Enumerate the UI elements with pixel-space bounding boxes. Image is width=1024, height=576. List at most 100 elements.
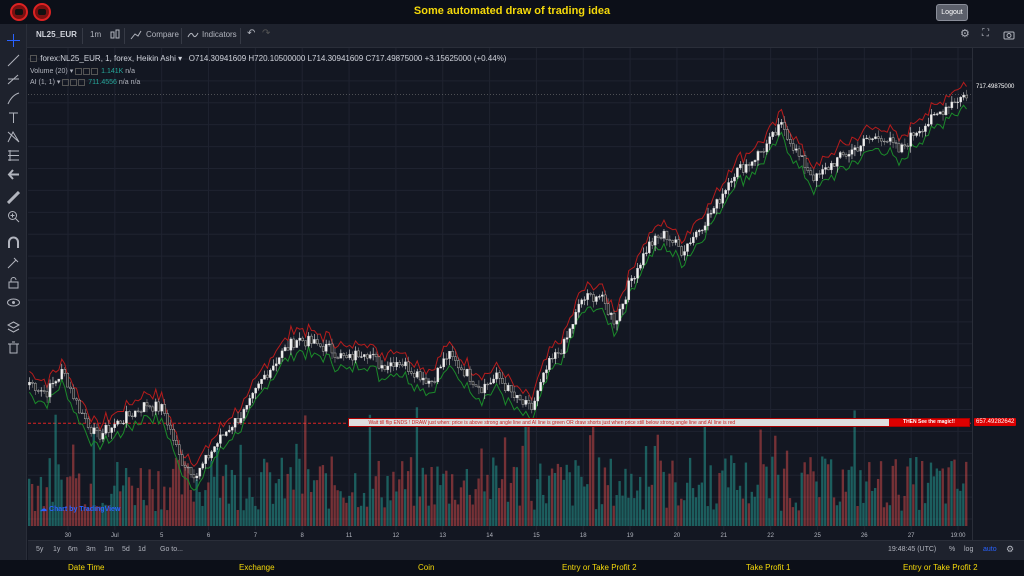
eye-icon[interactable]: [62, 78, 70, 86]
range-5d[interactable]: 5d: [122, 546, 130, 553]
volume-bar: [659, 460, 662, 526]
candle-body: [724, 190, 727, 195]
candle-body: [897, 143, 901, 153]
log-toggle[interactable]: log: [964, 546, 974, 553]
volume-bar: [915, 457, 918, 526]
gear-icon[interactable]: ⚙: [960, 28, 970, 40]
logo-icon: [10, 3, 28, 21]
volume-bar: [918, 509, 921, 526]
crosshair-icon[interactable]: [7, 34, 20, 47]
settings-icon[interactable]: [70, 78, 78, 86]
lock-icon[interactable]: [7, 276, 20, 289]
volume-bar: [683, 500, 686, 526]
volume-bar: [189, 489, 192, 526]
brush-icon[interactable]: [7, 92, 20, 105]
pattern-icon[interactable]: [7, 130, 20, 143]
range-1m[interactable]: 1m: [104, 546, 114, 553]
volume-bar: [832, 497, 836, 526]
eye-icon[interactable]: [7, 296, 20, 309]
tradingview-logo[interactable]: ☁ Chart by TradingView: [40, 506, 121, 513]
volume-bar: [500, 479, 504, 526]
trash-icon[interactable]: [7, 341, 20, 354]
volume-bar: [559, 467, 563, 526]
volume-bar: [286, 473, 289, 526]
volume-bar: [876, 478, 880, 526]
volume-bar: [430, 467, 433, 526]
goto-button[interactable]: Go to...: [160, 546, 183, 553]
volume-bar: [462, 480, 466, 526]
range-5y[interactable]: 5y: [36, 546, 44, 553]
candle-body: [703, 225, 707, 231]
range-6m[interactable]: 6m: [68, 546, 78, 553]
fullscreen-icon[interactable]: ⛶: [982, 28, 989, 39]
candle-body: [824, 167, 827, 170]
lock-drawings-icon[interactable]: [7, 256, 20, 269]
candle-body: [189, 467, 193, 475]
chart-style-icon[interactable]: [110, 29, 120, 41]
candle-body: [169, 424, 172, 430]
indicators-icon[interactable]: [187, 31, 199, 39]
price-chart[interactable]: 724.00000000720.00000000716.00000000712.…: [0, 0, 1024, 560]
symbol-search[interactable]: NL25_EUR: [36, 30, 77, 39]
magnet-icon[interactable]: [7, 236, 20, 249]
settings-icon[interactable]: [83, 67, 91, 75]
fib-icon[interactable]: [7, 73, 20, 86]
volume-bar: [586, 484, 589, 526]
volume-bar: [421, 467, 424, 526]
collapse-icon[interactable]: [30, 55, 37, 63]
prediction-icon[interactable]: [7, 149, 20, 162]
volume-bar: [127, 477, 131, 526]
volume-bar: [480, 448, 483, 526]
legend-symbol[interactable]: forex:NL25_EUR, 1, forex, Heikin Ashi: [40, 54, 176, 63]
volume-bar: [377, 460, 380, 526]
candle-body: [389, 362, 393, 367]
close-icon[interactable]: [78, 78, 86, 86]
eye-icon[interactable]: [75, 67, 83, 75]
compare-button[interactable]: Compare: [146, 30, 179, 39]
percent-toggle[interactable]: %: [949, 546, 956, 553]
volume-bar: [618, 481, 621, 526]
interval-button[interactable]: 1m: [90, 30, 102, 39]
candle-body: [86, 418, 90, 428]
camera-icon[interactable]: [1003, 30, 1015, 40]
indicators-button[interactable]: Indicators: [202, 30, 237, 39]
close-icon[interactable]: [91, 67, 99, 75]
volume-bar: [312, 480, 316, 526]
volume-bar: [765, 466, 768, 526]
auto-toggle[interactable]: auto: [983, 546, 997, 553]
back-arrow-icon[interactable]: [7, 168, 20, 181]
redo-icon[interactable]: ↷: [262, 28, 271, 39]
candle-body: [806, 167, 810, 171]
volume-bar: [894, 459, 897, 526]
trend-line-icon[interactable]: [7, 54, 20, 67]
strategy-banner: Wait till flip ENDS ! DRAW just when: pr…: [348, 418, 970, 427]
candle-body: [844, 154, 848, 157]
candle-body: [95, 427, 99, 432]
range-1y[interactable]: 1y: [53, 546, 61, 553]
volume-bar: [735, 489, 739, 526]
text-icon[interactable]: [7, 111, 20, 124]
volume-bar: [45, 487, 48, 526]
compare-icon[interactable]: [130, 30, 142, 40]
ai-upper-line: [29, 81, 967, 467]
volume-bar: [624, 468, 627, 526]
candle-body: [107, 425, 111, 433]
candle-body: [260, 379, 263, 384]
price-axis[interactable]: [972, 48, 1024, 540]
volume-bar: [439, 485, 442, 526]
app-bar: Some automated draw of trading idea Logo…: [0, 0, 1024, 24]
volume-label[interactable]: Volume (20): [30, 68, 68, 75]
logout-button[interactable]: Logout: [936, 4, 968, 21]
volume-bar: [315, 480, 319, 526]
volume-bar: [98, 506, 101, 526]
gear-icon[interactable]: ⚙: [1006, 544, 1015, 554]
layers-icon[interactable]: [7, 321, 20, 334]
undo-icon[interactable]: ↶: [247, 28, 256, 39]
zoom-icon[interactable]: [7, 210, 20, 223]
range-3m[interactable]: 3m: [86, 546, 96, 553]
range-1d[interactable]: 1d: [138, 546, 146, 553]
volume-bar: [703, 425, 706, 526]
ruler-icon[interactable]: [7, 191, 20, 204]
ai-label[interactable]: AI (1, 1): [30, 79, 55, 86]
volume-bar: [365, 506, 369, 526]
